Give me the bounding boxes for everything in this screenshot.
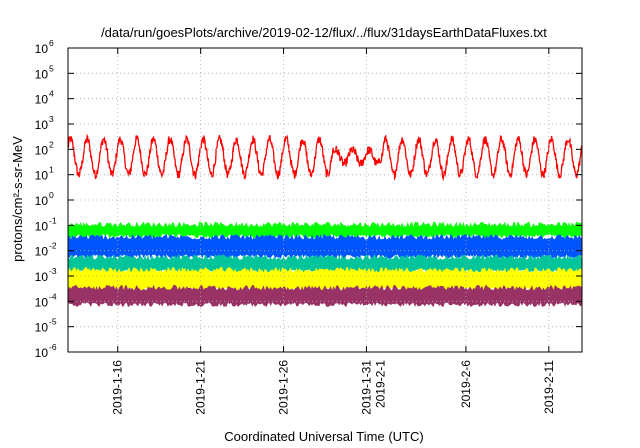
y-tick-label: 10 [35,93,49,107]
x-tick-label: 2019-1-21 [194,360,208,415]
series-band-1 [68,221,582,239]
series-line-0 [67,133,583,182]
x-tick-label: 2019-2-6 [459,360,473,408]
y-tick-label: 10 [35,169,49,183]
y-tick-label-exponent: 3 [49,114,54,124]
y-tick-label: 10 [35,118,49,132]
y-tick-label: 10 [35,67,49,81]
y-tick-label: 10 [35,194,49,208]
x-tick-label: 2019-2-1 [373,360,387,408]
y-tick-label-exponent: -6 [49,342,57,352]
plot-frame [67,47,583,353]
x-tick-label: 2019-2-11 [542,360,556,414]
y-tick-label-exponent: 6 [49,38,54,48]
y-tick-label-exponent: -2 [49,241,57,251]
y-tick-label: 10 [35,143,49,157]
y-tick-label-exponent: -3 [49,266,57,276]
x-tick-label: 2019-1-26 [277,360,291,415]
x-tick-label: 2019-1-31 [359,360,373,415]
y-tick-label-exponent: 1 [49,165,54,175]
y-tick-label-exponent: 4 [49,89,54,99]
y-tick-label: 10 [35,321,49,335]
series-band-2 [68,234,582,259]
x-axis-label: Coordinated Universal Time (UTC) [224,429,423,444]
y-tick-label-exponent: 5 [49,63,54,73]
y-axis-label: protons/cm²-s-sr-MeV [10,136,25,262]
y-tick-label-exponent: -5 [49,317,57,327]
chart-title: /data/run/goesPlots/archive/2019-02-12/f… [101,25,547,40]
y-tick-label: 10 [35,219,49,233]
y-tick-label-exponent: -1 [49,215,57,225]
y-tick-label: 10 [35,42,49,56]
y-tick-label-exponent: 0 [49,190,54,200]
series-band-4 [68,267,582,292]
y-tick-label-exponent: 2 [49,139,54,149]
y-tick-label: 10 [35,346,49,360]
series-band-3 [68,254,582,275]
y-tick-label: 10 [35,245,49,259]
y-tick-label-exponent: -4 [49,291,57,301]
x-tick-label: 2019-1-16 [111,360,125,415]
y-tick-label: 10 [35,295,49,309]
plot-area: 10 -610 -510 -410 -310 -210 -110 010 110 210 310 41… [35,38,583,415]
y-tick-label: 10 [35,270,49,284]
